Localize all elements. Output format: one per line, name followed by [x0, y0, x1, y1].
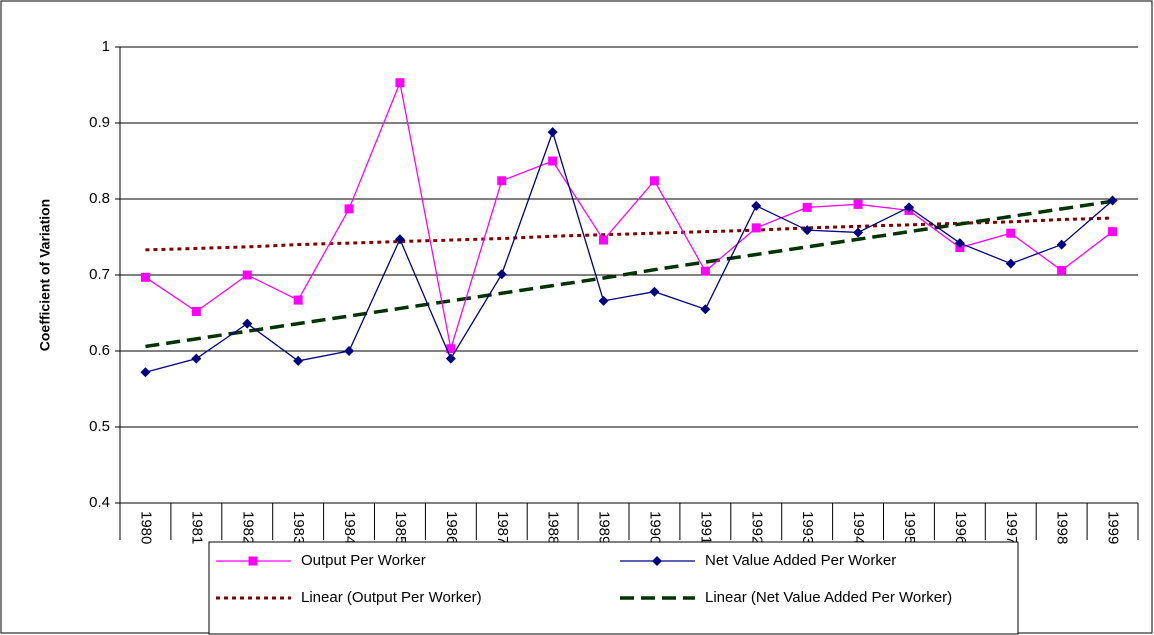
y-tick-label: 0.6 [89, 342, 110, 359]
series-line [145, 130, 1113, 373]
point-marker [293, 355, 304, 366]
x-tick-label: 1986 [443, 511, 460, 544]
point-marker [751, 223, 761, 233]
x-tick-label: 1988 [545, 511, 562, 544]
point-marker [248, 556, 258, 566]
point-marker [1057, 265, 1067, 275]
y-tick-label: 0.7 [89, 266, 110, 283]
legend-box [208, 541, 1019, 635]
x-tick-label: 1984 [341, 511, 358, 544]
x-tick-label: 1999 [1105, 511, 1122, 544]
point-marker [496, 269, 507, 280]
series-line [145, 80, 1113, 349]
x-tick-label: 1987 [494, 511, 511, 544]
x-tick-label: 1983 [290, 511, 307, 544]
point-marker [598, 295, 609, 306]
point-marker [446, 344, 456, 354]
point-marker [802, 225, 813, 236]
point-marker [242, 318, 253, 329]
point-marker [445, 353, 456, 364]
point-marker [344, 204, 354, 214]
point-marker [140, 272, 150, 282]
point-marker [547, 127, 558, 138]
point-marker [1107, 195, 1118, 206]
legend-label: Output Per Worker [301, 552, 426, 569]
y-tick-label: 1 [102, 38, 110, 55]
point-marker [191, 353, 202, 364]
y-axis-title: Coefficient of Variation [37, 199, 53, 351]
point-marker [140, 367, 151, 378]
point-marker [1005, 258, 1016, 269]
point-marker [395, 78, 405, 88]
x-tick-label: 1997 [1003, 511, 1020, 544]
x-tick-label: 1992 [748, 511, 765, 544]
x-tick-label: 1990 [646, 511, 663, 544]
x-tick-label: 1991 [697, 511, 714, 544]
point-marker [344, 346, 355, 356]
y-tick-label: 0.4 [89, 494, 110, 511]
point-marker [1056, 239, 1067, 250]
legend: Output Per Worker Net Value Added Per Wor… [208, 541, 1019, 635]
x-tick-label: 1981 [188, 511, 205, 544]
point-marker [700, 304, 711, 315]
legend-label: Linear (Output Per Worker) [301, 589, 482, 606]
point-marker [700, 266, 710, 276]
point-marker [548, 156, 558, 166]
y-tick-label: 0.5 [89, 418, 110, 435]
legend-label: Net Value Added Per Worker [705, 552, 896, 569]
x-tick-label: 1993 [799, 511, 816, 544]
point-marker [802, 202, 812, 212]
x-tick-label: 1985 [392, 511, 409, 544]
point-marker [1108, 227, 1118, 237]
point-marker [853, 227, 864, 238]
point-marker [394, 234, 405, 245]
x-tick-label: 1982 [239, 511, 256, 544]
x-tick-label: 1996 [952, 511, 969, 544]
legend-label: Linear (Net Value Added Per Worker) [705, 589, 952, 606]
y-tick-label: 0.9 [89, 114, 110, 131]
series-line [145, 216, 1113, 252]
series-line [145, 199, 1113, 349]
x-tick-label: 1998 [1054, 511, 1071, 544]
point-marker [599, 235, 609, 245]
point-marker [903, 202, 914, 213]
point-marker [751, 200, 762, 211]
point-marker [853, 199, 863, 209]
point-marker [954, 238, 965, 249]
point-marker [1006, 228, 1016, 238]
point-marker [191, 306, 201, 316]
point-marker [649, 286, 660, 297]
x-tick-label: 1994 [850, 511, 867, 544]
point-marker [649, 176, 659, 186]
point-marker [652, 556, 662, 566]
y-tick-label: 0.8 [89, 190, 110, 207]
point-marker [242, 270, 252, 280]
x-tick-label: 1995 [901, 511, 918, 544]
point-marker [497, 176, 507, 186]
x-tick-label: 1989 [596, 511, 613, 544]
point-marker [293, 295, 303, 305]
x-tick-label: 1980 [137, 511, 154, 544]
